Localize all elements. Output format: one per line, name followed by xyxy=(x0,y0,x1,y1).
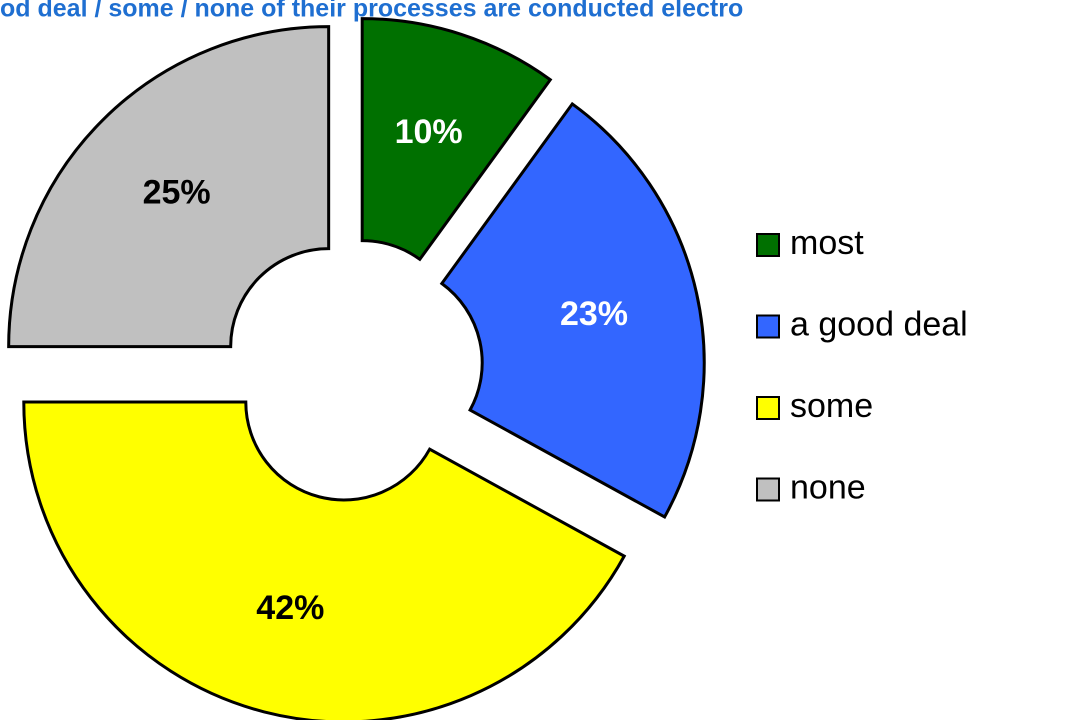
donut-slice xyxy=(22,400,627,720)
legend-swatch xyxy=(756,477,780,502)
value-label: 10% xyxy=(395,113,463,151)
legend-label: most xyxy=(790,224,864,262)
donut-slice xyxy=(7,25,331,349)
legend-swatch xyxy=(756,396,780,420)
legend-label: none xyxy=(790,468,866,506)
value-label: 25% xyxy=(143,174,211,212)
donut-slice xyxy=(360,17,553,262)
value-label: 23% xyxy=(560,295,628,333)
legend-swatch xyxy=(756,233,780,257)
legend-label: some xyxy=(790,387,873,425)
chart-title: od deal / some / none of their processes… xyxy=(0,0,743,23)
value-label: 42% xyxy=(256,589,324,627)
donut-slice xyxy=(439,101,706,519)
legend-label: a good deal xyxy=(790,305,968,343)
legend-swatch xyxy=(756,314,780,339)
